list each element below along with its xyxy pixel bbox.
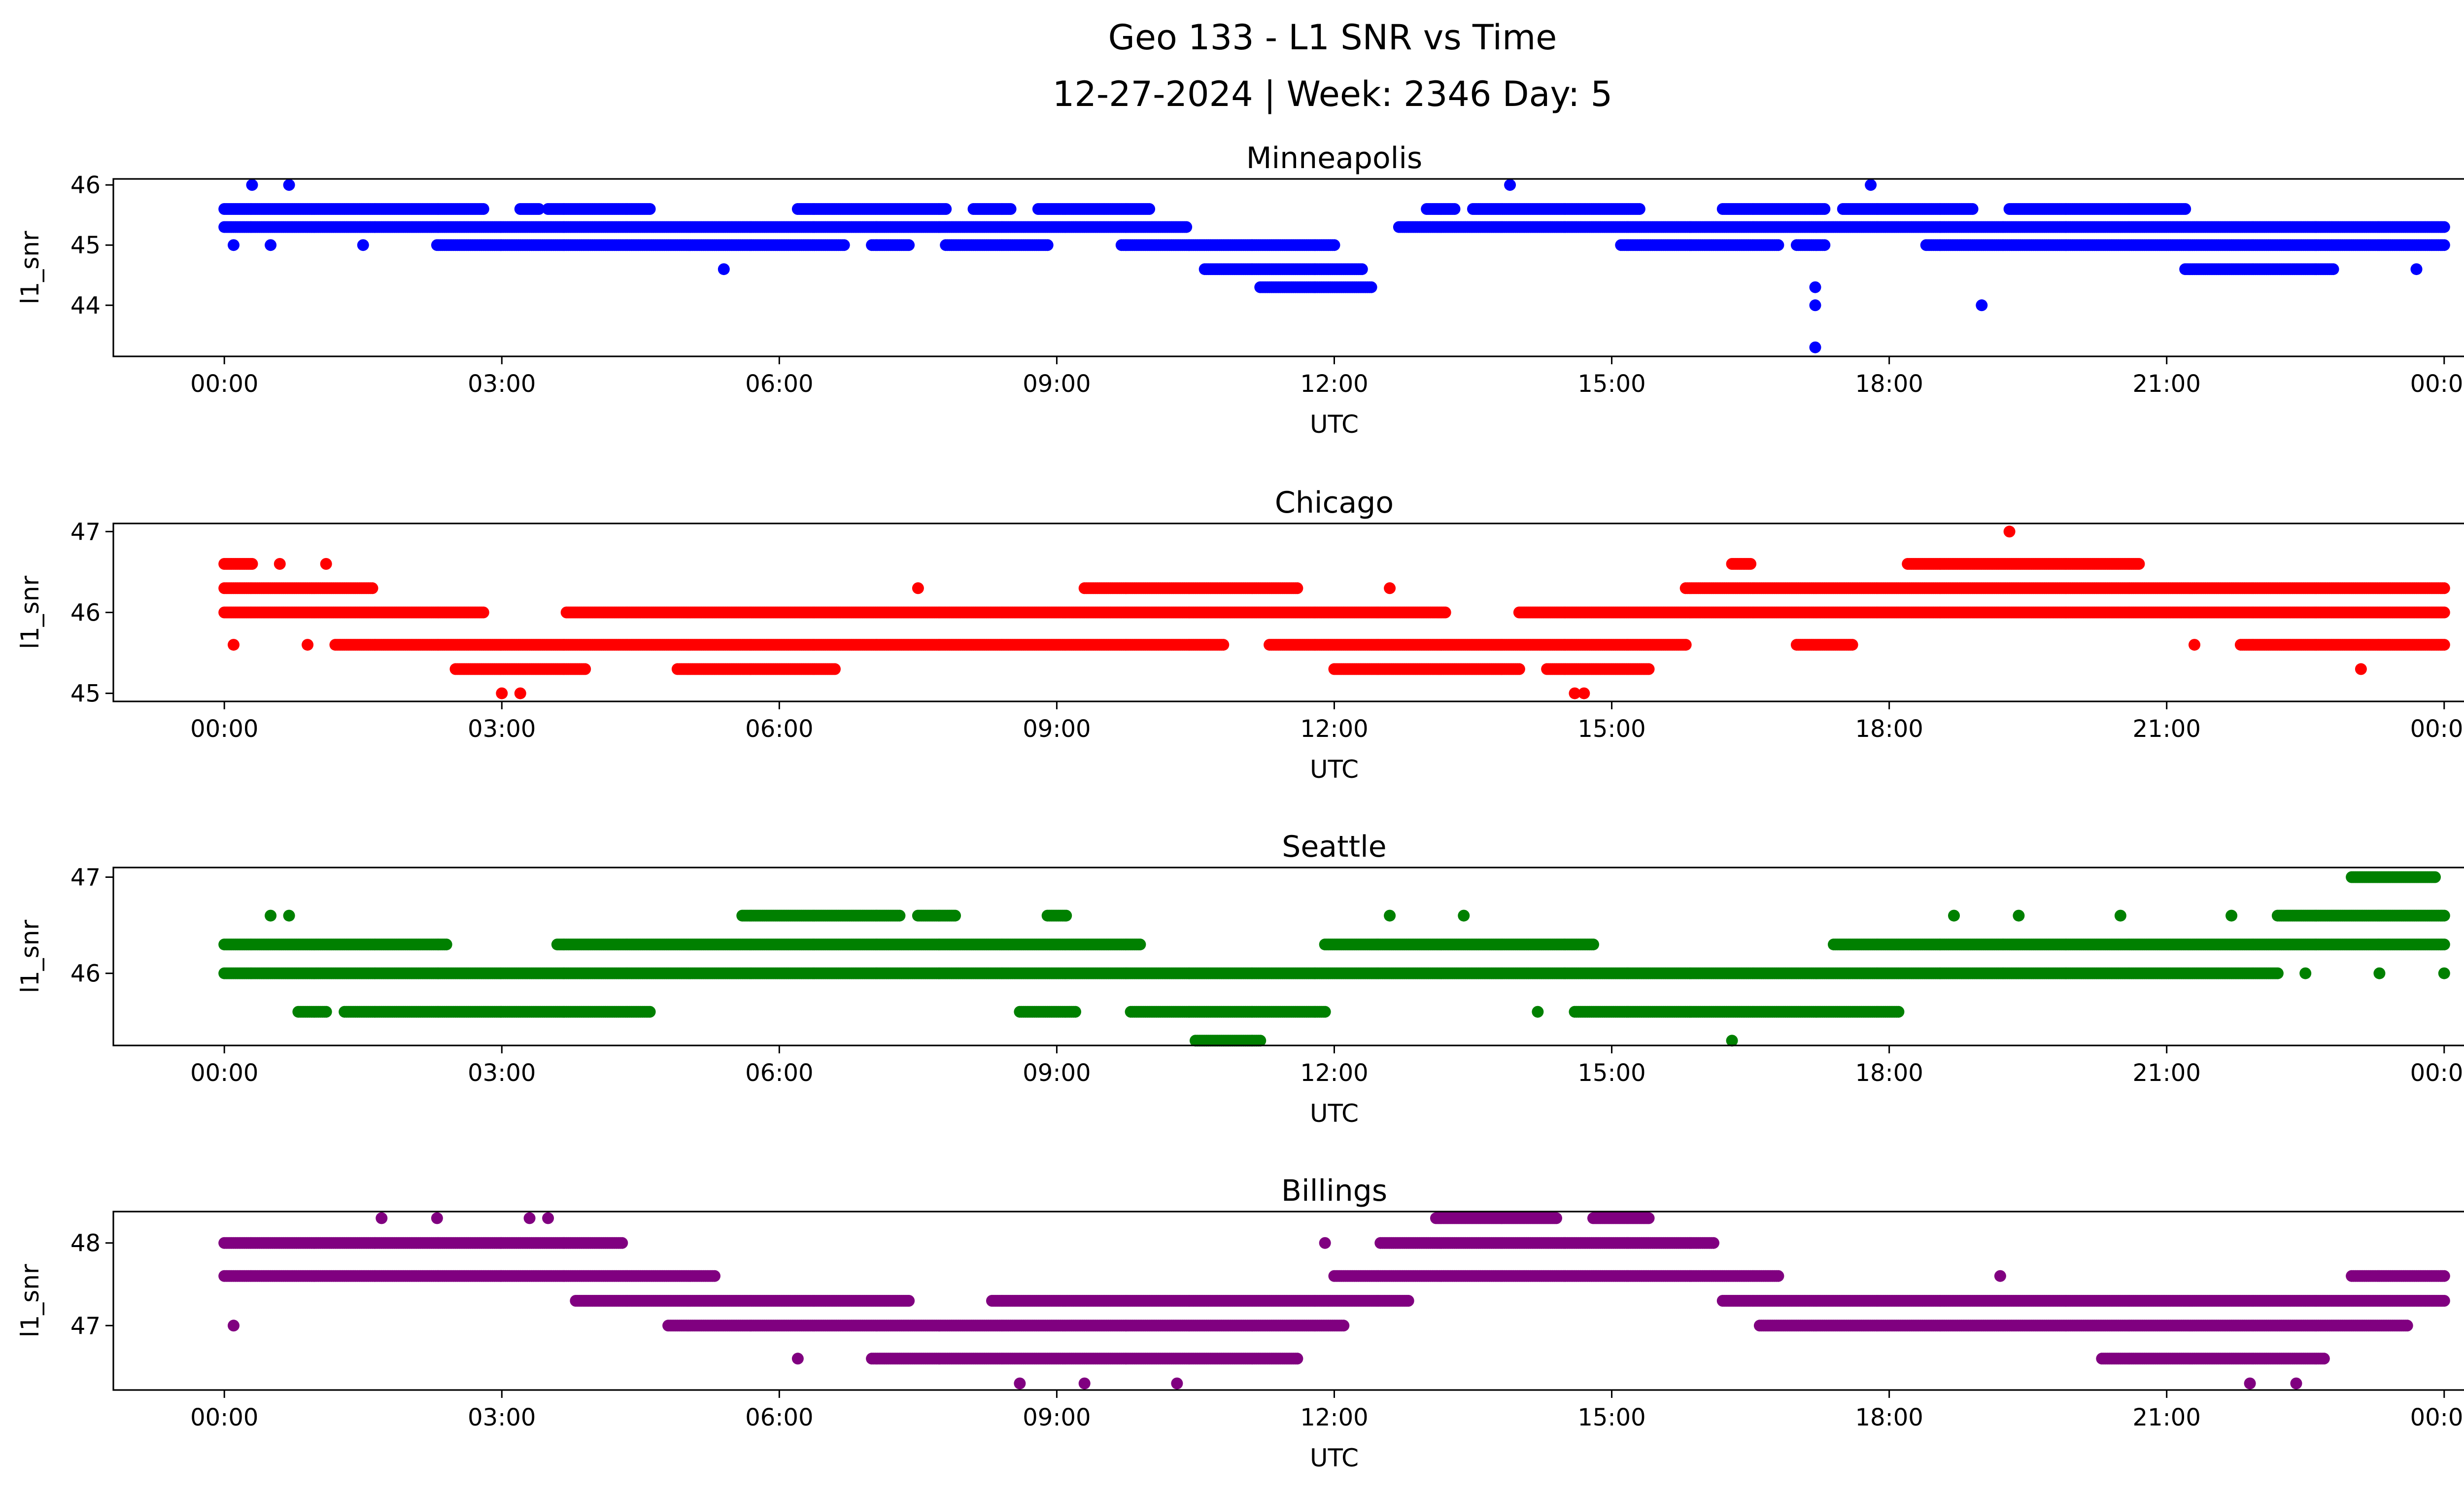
panel-title: Minneapolis <box>1246 141 1423 175</box>
y-tick-label: 45 <box>70 680 101 708</box>
y-tick-label: 44 <box>70 292 101 319</box>
x-tick-label: 18:00 <box>1855 370 1923 398</box>
x-tick-label: 06:00 <box>745 715 813 743</box>
data-point <box>1041 239 1054 251</box>
data-point <box>2438 582 2450 594</box>
x-tick-label: 03:00 <box>468 370 536 398</box>
x-tick-label: 18:00 <box>1855 715 1923 743</box>
data-point <box>1143 203 1156 215</box>
x-tick-label: 12:00 <box>1300 715 1368 743</box>
y-tick-label: 47 <box>70 518 101 546</box>
data-point <box>838 239 850 251</box>
x-tick-label: 21:00 <box>2133 715 2201 743</box>
figure-title-line1: Geo 133 - L1 SNR vs Time <box>1108 17 1557 58</box>
data-point <box>2327 263 2339 276</box>
panel-title: Chicago <box>1275 486 1394 520</box>
data-point <box>357 239 369 251</box>
y-axis-label: l1_snr <box>16 576 44 649</box>
data-point <box>2410 263 2423 276</box>
data-point <box>1809 299 1821 312</box>
data-point <box>718 263 730 276</box>
data-point <box>940 203 952 215</box>
x-tick-label: 12:00 <box>1300 370 1368 398</box>
x-axis-label: UTC <box>1310 410 1359 439</box>
data-point <box>228 239 240 251</box>
data-point <box>477 606 489 619</box>
data-point <box>1865 179 1877 191</box>
data-points <box>218 179 2450 353</box>
y-tick-label: 46 <box>70 599 101 627</box>
x-tick-label: 09:00 <box>1023 370 1091 398</box>
data-point <box>1439 606 1451 619</box>
data-point <box>1328 239 1340 251</box>
data-point <box>1966 203 1979 215</box>
data-point <box>1180 221 1193 233</box>
data-point <box>2438 239 2450 251</box>
y-tick-label: 46 <box>70 172 101 199</box>
data-point <box>644 203 656 215</box>
data-point <box>366 582 378 594</box>
data-point <box>246 179 258 191</box>
data-point <box>477 203 489 215</box>
x-tick-label: 15:00 <box>1577 370 1645 398</box>
data-point <box>1004 203 1017 215</box>
data-point <box>1809 281 1821 293</box>
x-tick-label: 00:00 <box>2410 370 2464 398</box>
data-point <box>1818 239 1831 251</box>
x-tick-label: 15:00 <box>1577 715 1645 743</box>
x-tick-label: 00:00 <box>2410 715 2464 743</box>
x-tick-label: 00:00 <box>190 370 258 398</box>
data-point <box>1504 179 1516 191</box>
figure-title-line2: 12-27-2024 | Week: 2346 Day: 5 <box>1053 74 1612 114</box>
data-point <box>903 239 915 251</box>
y-axis-label: l1_snr <box>16 231 44 304</box>
data-point <box>265 239 277 251</box>
panel-minneapolis: Minneapolis l1_snr UTC 00:00 03:00 06:00 09:00… <box>16 141 2464 439</box>
data-point <box>283 179 295 191</box>
data-point <box>1809 341 1821 353</box>
data-point <box>1976 299 1988 312</box>
data-point <box>1448 203 1461 215</box>
data-points <box>218 525 2450 699</box>
x-tick-label: 06:00 <box>745 370 813 398</box>
data-point <box>1818 203 1831 215</box>
data-point <box>1356 263 1368 276</box>
chart-panels: Minneapolis l1_snr UTC 00:00 03:00 06:00 09:00… <box>16 141 2464 1472</box>
x-tick-label: 00:00 <box>190 715 258 743</box>
data-point <box>2438 606 2450 619</box>
panel-chicago: Chicago l1_snr UTC 00:00 03:00 06:00 09:00 12:0… <box>16 486 2464 784</box>
data-point <box>1633 203 1645 215</box>
data-point <box>1772 239 1784 251</box>
x-axis-label: UTC <box>1310 755 1359 784</box>
data-point <box>2438 221 2450 233</box>
y-tick-label: 45 <box>70 232 101 259</box>
x-tick-label: 03:00 <box>468 715 536 743</box>
data-point <box>2179 203 2191 215</box>
x-tick-label: 09:00 <box>1023 715 1091 743</box>
x-tick-label: 21:00 <box>2133 370 2201 398</box>
data-point <box>1365 281 1377 293</box>
data-point <box>1291 582 1303 594</box>
